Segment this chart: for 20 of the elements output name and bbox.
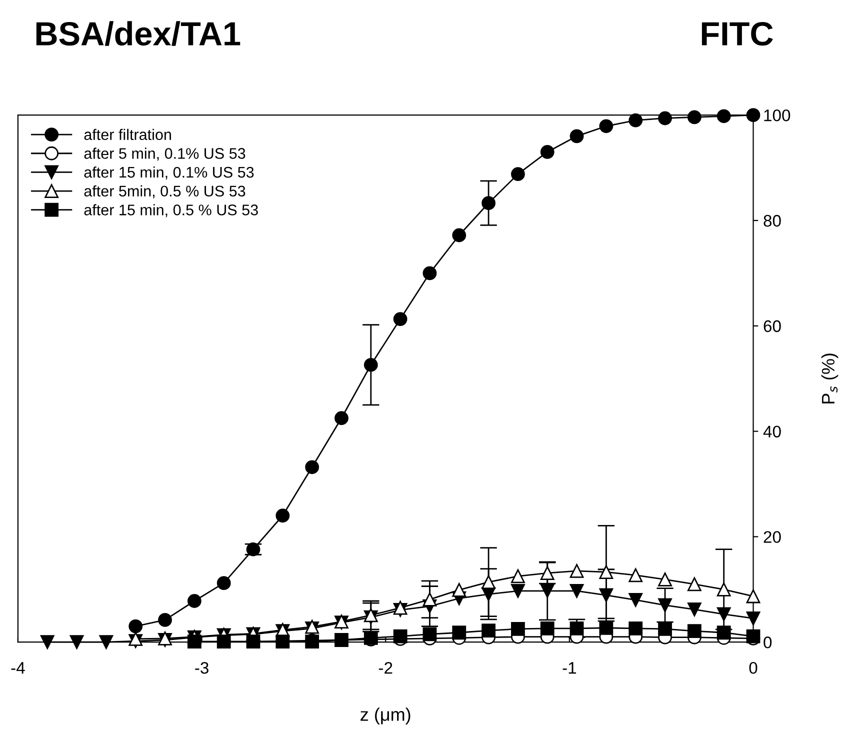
y-tick-label: 40 <box>763 426 781 438</box>
legend-label: after filtration <box>84 128 171 140</box>
y-tick-label: 80 <box>764 214 781 227</box>
chart-subtitle: FITC <box>702 22 773 46</box>
chart-title: BSA/dex/TA1 <box>36 21 240 46</box>
x-tick-label: -1 <box>562 662 576 674</box>
y-tick-label: 0 <box>764 636 772 648</box>
x-tick-label: -4 <box>11 662 25 674</box>
y-tick-label: 60 <box>764 320 781 332</box>
x-tick-label: -2 <box>378 662 392 674</box>
y-tick-label: 20 <box>764 531 781 543</box>
y-tick-label: 100 <box>764 109 790 122</box>
legend-label: after 5 min, 0.1% US 53 <box>84 148 246 161</box>
legend-label: after 15 min, 0.5 % US 53 <box>84 204 258 218</box>
legend-label: after 15 min, 0.1% US 53 <box>84 166 254 180</box>
x-axis-title: z (μm) <box>360 708 410 724</box>
y-axis-title: P$_{s}$ (%) <box>821 354 838 404</box>
x-tick-label: -3 <box>195 662 208 674</box>
x-tick-label: 0 <box>749 662 758 674</box>
legend-label: after 5min, 0.5 % US 53 <box>84 185 246 198</box>
